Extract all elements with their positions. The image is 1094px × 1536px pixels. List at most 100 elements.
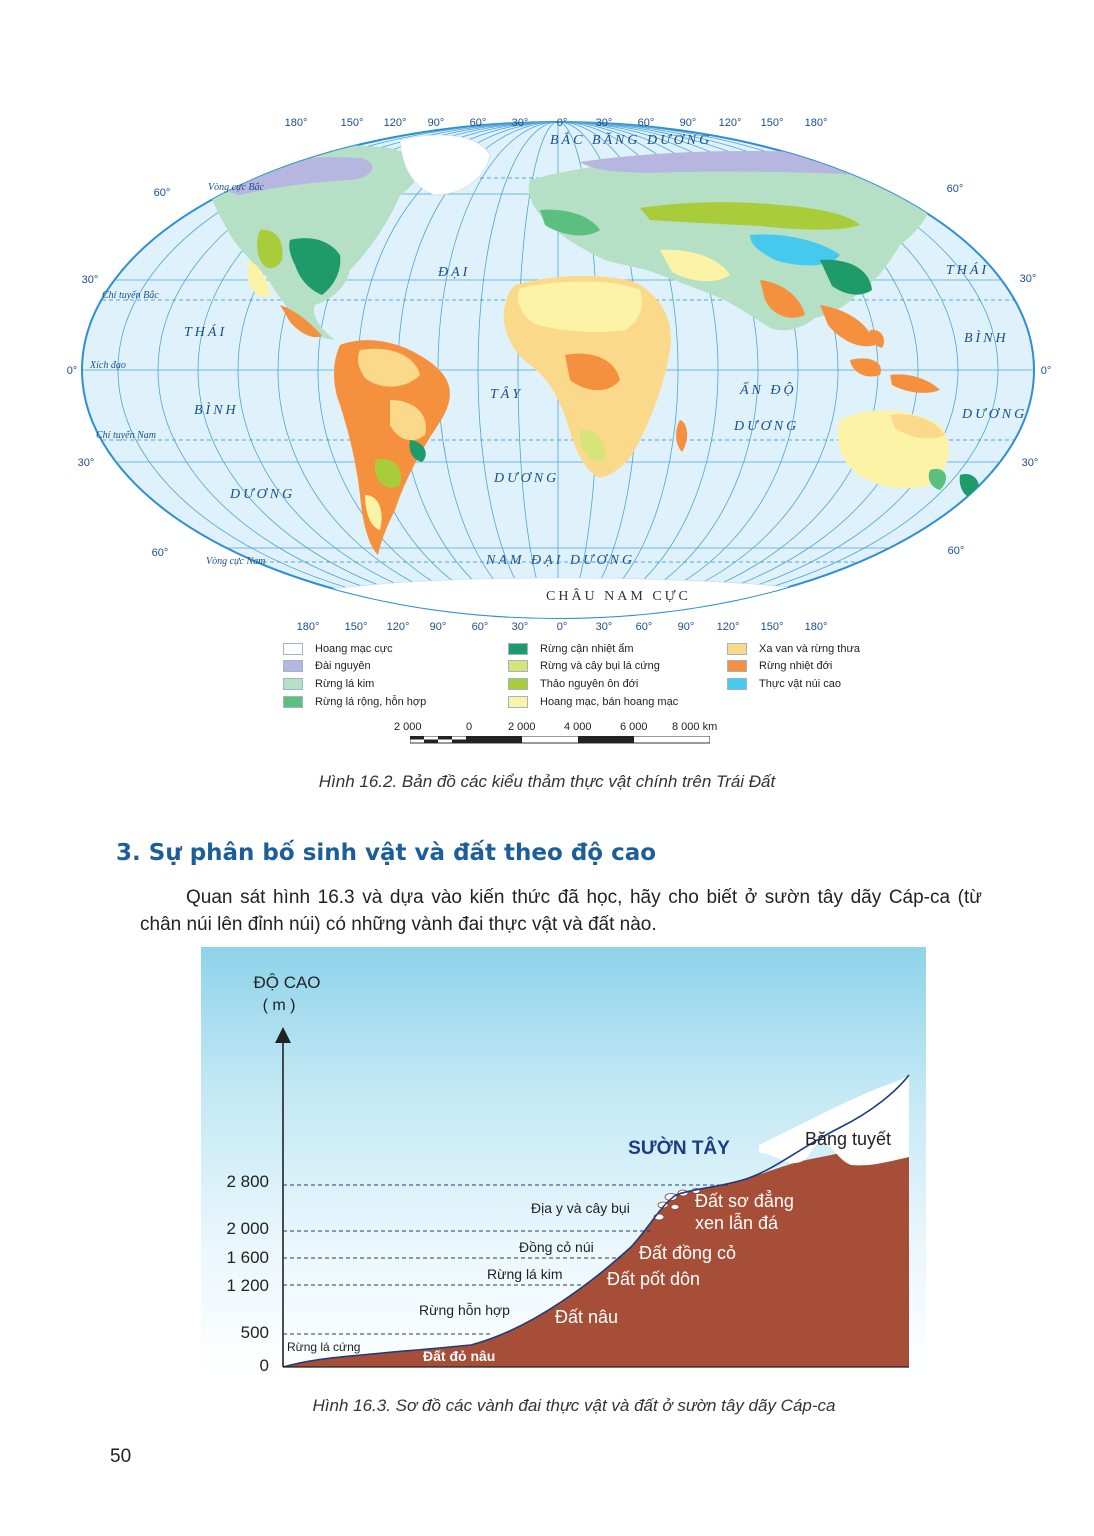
legend-swatch (727, 660, 747, 672)
antarctica-label: CHÂU NAM CỰC (546, 587, 691, 604)
soil-label: Đất nâu (555, 1307, 618, 1327)
scale-label: 6 000 (620, 721, 648, 733)
legend-swatch (508, 696, 528, 708)
scale-ruler (410, 736, 710, 744)
greenland (399, 134, 491, 196)
tropic-south-label: Chí tuyến Nam (96, 430, 156, 441)
legend-label: Hoang mạc cực (315, 643, 393, 655)
soil-labels: Đất đỏ nâu Đất nâu Đất pốt dôn Đất đồng … (423, 1190, 794, 1364)
tick-label: 2 000 (226, 1219, 269, 1238)
ocean-pacific-e2: BÌNH (964, 329, 1009, 346)
scale-label: 2 000 (508, 721, 536, 733)
lon-top: 150° (341, 117, 364, 129)
lat-left: 60° (154, 187, 171, 199)
legend-label: Rừng và cây bụi lá cứng (540, 660, 660, 672)
vegetation-label: Rừng hỗn hợp (419, 1302, 510, 1318)
soil-label: Đất sơ đẳng (695, 1190, 794, 1211)
terrain-outline (282, 1074, 910, 1368)
vegetation-label: Địa y và cây bụi (531, 1200, 630, 1216)
legend-label: Rừng nhiệt đới (759, 660, 833, 672)
legend-item: Rừng cận nhiệt ẩm (508, 642, 634, 656)
soil-label: Đất đồng cỏ (639, 1243, 736, 1263)
soil-label: Đất đỏ nâu (423, 1348, 495, 1364)
legend-item: Đài nguyên (283, 659, 371, 673)
map-caption: Hình 16.2. Bản đồ các kiểu thảm thực vật… (318, 772, 776, 791)
legend-label: Thảo nguyên ôn đới (540, 678, 639, 690)
lon-bottom: 180° (297, 621, 320, 633)
legend-item: Rừng và cây bụi lá cứng (508, 659, 660, 673)
lon-bottom: 120° (717, 621, 740, 633)
legend-swatch (283, 678, 303, 690)
legend-label: Thực vật núi cao (759, 678, 841, 690)
legend-swatch (283, 696, 303, 708)
section-heading: 3. Sự phân bố sinh vật và đất theo độ ca… (116, 840, 657, 866)
legend-label: Rừng cận nhiệt ẩm (540, 643, 634, 655)
ocean-pacific-e1: THÁI (946, 261, 989, 278)
legend-item: Hoang mạc cực (283, 642, 393, 656)
africa (503, 275, 688, 478)
profile-caption: Hình 16.3. Sơ đồ các vành đai thực vật v… (312, 1396, 836, 1415)
legend-label: Rừng lá kim (315, 678, 375, 690)
lon-bottom: 90° (678, 621, 695, 633)
vegetation-label: Băng tuyết (805, 1129, 891, 1149)
north-america (209, 145, 419, 340)
lon-bottom: 150° (345, 621, 368, 633)
vegetation-label: Đồng cỏ núi (519, 1239, 594, 1255)
lon-bottom: 90° (430, 621, 447, 633)
antarctic-circle-label: Vòng cực Nam (206, 556, 265, 567)
ocean-pacific-w2: BÌNH (194, 401, 239, 418)
scale-label: 2 000 (394, 721, 422, 733)
mountain-soil (283, 1137, 909, 1367)
special-line-labels: Vòng cực Bắc Chí tuyến Bắc Xích đạo Chí … (89, 182, 265, 567)
legend-label: Xa van và rừng thưa (759, 643, 860, 655)
scale-label: 0 (466, 721, 473, 733)
lat-left: 60° (152, 547, 169, 559)
legend-swatch (727, 643, 747, 655)
vegetation-label: Rừng lá kim (487, 1266, 563, 1282)
legend-swatch (283, 643, 303, 655)
page-number: 50 (110, 1446, 132, 1467)
legend-swatch (508, 643, 528, 655)
scale-label: 4 000 (564, 721, 592, 733)
legend-item: Rừng nhiệt đới (727, 659, 832, 673)
legend-item: Thực vật núi cao (727, 677, 841, 691)
slope-title: SƯỜN TÂY (628, 1137, 730, 1159)
snow-cap (759, 1075, 909, 1166)
map-landmasses (82, 122, 1034, 618)
lat-left: 0° (67, 365, 78, 377)
legend-item: Hoang mạc, bán hoang mạc (508, 695, 678, 709)
legend-swatch (508, 660, 528, 672)
lon-bottom: 30° (596, 621, 613, 633)
lon-top: 30° (596, 117, 613, 129)
tropic-north-label: Chí tuyến Bắc (102, 290, 159, 301)
lon-bottom: 60° (472, 621, 489, 633)
ocean-labels: BẮC BĂNG DƯƠNG ĐẠI TÂY DƯƠNG ẤN ĐỘ DƯƠNG… (184, 131, 1024, 604)
se-asia-islands (850, 329, 940, 393)
lat-right: 60° (947, 183, 964, 195)
lat-right: 0° (1041, 365, 1052, 377)
lon-top: 180° (805, 117, 828, 129)
ocean-pacific-w1: THÁI (184, 323, 227, 340)
lon-top: 120° (719, 117, 742, 129)
tick-label: 0 (260, 1356, 269, 1372)
legend-swatch (727, 678, 747, 690)
question-paragraph: Quan sát hình 16.3 và dựa vào kiến thức … (140, 887, 982, 935)
lon-top: 60° (638, 117, 655, 129)
legend-label: Đài nguyên (315, 660, 371, 672)
soil-label: xen lẫn đá (695, 1212, 779, 1233)
equator-label: Xích đạo (89, 360, 126, 371)
axis-arrow-icon (275, 1027, 291, 1043)
lon-bottom: 120° (387, 621, 410, 633)
soil-label: Đất pốt dôn (607, 1269, 700, 1289)
altitude-profile-diagram: ĐỘ CAO ( m ) 2 800 2 000 1 600 1 200 500… (201, 947, 926, 1372)
bottom-longitude-labels: 180° 150° 120° 90° 60° 30° 0° 30° 60° 90… (297, 621, 828, 633)
scale-bar: 2 000 0 2 000 4 000 6 000 8 000 km (394, 721, 734, 747)
vegetation-label: Rừng lá cứng (287, 1340, 360, 1354)
ocean-atlantic-1: ĐẠI (437, 265, 470, 280)
lat-right: 30° (1022, 457, 1039, 469)
elevation-guides (283, 1184, 731, 1335)
ocean-atlantic-3: DƯƠNG (493, 471, 559, 486)
tick-label: 500 (241, 1323, 269, 1342)
tick-label: 1 600 (226, 1248, 269, 1267)
ocean-indian-1: ẤN ĐỘ (739, 381, 797, 398)
